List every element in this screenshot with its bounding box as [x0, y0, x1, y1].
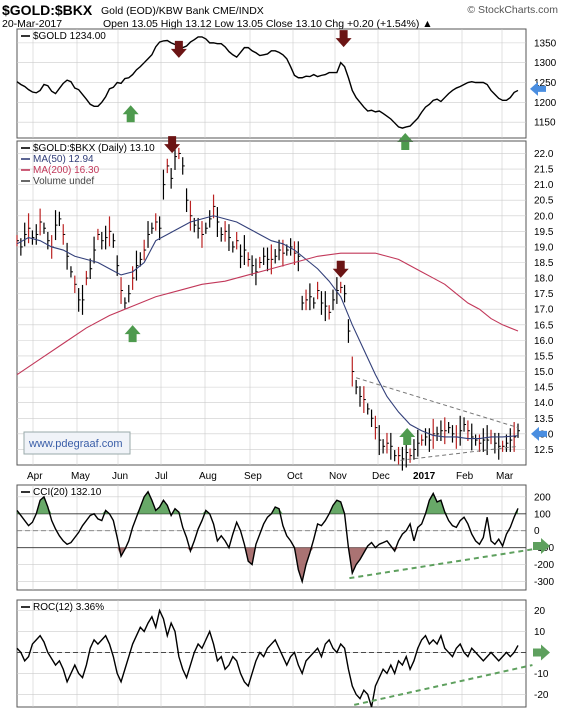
ohlc-readout: Open 13.05 High 13.12 Low 13.05 Close 13…	[103, 18, 433, 30]
x-tick-label: Feb	[456, 471, 474, 482]
x-tick-label: Nov	[329, 471, 347, 482]
y-tick-label-cci: 0	[534, 526, 540, 537]
y-tick-label-ratio: 15.0	[534, 367, 554, 378]
y-tick-label-ratio: 22.0	[534, 149, 554, 160]
watermark-box-text: www.pdegraaf.com	[28, 438, 123, 450]
series-line-cci20	[16, 490, 519, 585]
y-tick-label-gold: 1300	[534, 58, 557, 69]
y-tick-label-ratio: 20.0	[534, 211, 554, 222]
legend-label-ratio: MA(200) 16.30	[33, 165, 100, 176]
legend-label-roc: ROC(12) 3.36%	[33, 602, 104, 613]
series-line-roc12	[16, 608, 519, 708]
y-tick-label-ratio: 17.0	[534, 305, 554, 316]
watermark-box	[23, 431, 131, 455]
trendline-ratio	[400, 445, 519, 461]
cci-fill-overbought	[17, 491, 518, 514]
chart-symbol: $GOLD:$BKX	[2, 2, 93, 18]
y-tick-label-cci: -200	[534, 560, 554, 571]
y-tick-label-ratio: 14.0	[534, 398, 554, 409]
y-tick-label-cci: -300	[534, 577, 554, 588]
x-tick-label: Oct	[287, 471, 303, 482]
stockcharts-watermark: © StockCharts.com	[467, 4, 558, 16]
trendline-roc	[353, 664, 533, 706]
y-tick-label-ratio: 17.5	[534, 289, 554, 300]
legend-label-cci: CCI(20) 132.10	[33, 487, 102, 498]
y-tick-label-ratio: 12.5	[534, 445, 554, 456]
series-line-ma200	[16, 252, 519, 376]
panel-frame-gold	[16, 28, 527, 139]
y-tick-label-ratio: 15.5	[534, 351, 554, 362]
arrow-right	[533, 537, 550, 554]
y-tick-label-ratio: 21.0	[534, 180, 554, 191]
panel-frame-ratio	[16, 140, 527, 466]
arrow-right	[533, 644, 550, 661]
y-tick-label-ratio: 19.5	[534, 227, 554, 238]
y-tick-label-ratio: 21.5	[534, 165, 554, 176]
x-tick-label: Sep	[244, 471, 262, 482]
chart-date: 20-Mar-2017	[2, 18, 63, 30]
y-tick-label-roc: -10	[534, 669, 549, 680]
x-tick-label: Dec	[372, 471, 390, 482]
y-tick-label-roc: -20	[534, 690, 549, 701]
y-tick-label-ratio: 18.5	[534, 258, 554, 269]
y-tick-label-roc: 10	[534, 627, 546, 638]
y-tick-label-gold: 1250	[534, 78, 557, 89]
chart-description: Gold (EOD)/KBW Bank CME/INDX	[101, 5, 264, 17]
y-tick-label-ratio: 19.0	[534, 242, 554, 253]
down-arrow	[164, 136, 181, 154]
value-marker	[531, 426, 547, 441]
x-tick-label: May	[71, 471, 90, 482]
y-tick-label-ratio: 18.0	[534, 274, 554, 285]
y-tick-label-cci: 200	[534, 492, 551, 503]
trendline-ratio	[355, 377, 519, 429]
y-tick-label-gold: 1200	[534, 98, 557, 109]
x-tick-label: Apr	[27, 471, 43, 482]
trendline-cci	[349, 548, 533, 580]
down-arrow	[170, 40, 187, 58]
value-marker	[530, 81, 546, 96]
down-arrow	[332, 260, 349, 278]
up-arrow	[122, 105, 139, 123]
x-tick-label: Jul	[155, 471, 168, 482]
up-arrow	[124, 325, 141, 343]
x-tick-label: Jun	[112, 471, 128, 482]
up-arrow	[399, 427, 416, 445]
panel-frame-cci	[16, 484, 527, 591]
legend-label-ratio: Volume undef	[33, 176, 94, 187]
x-tick-label: 2017	[413, 471, 436, 482]
panel-frame-roc	[16, 599, 527, 708]
y-tick-label-ratio: 13.5	[534, 414, 554, 425]
y-tick-label-ratio: 20.5	[534, 196, 554, 207]
y-tick-label-gold: 1350	[534, 38, 557, 49]
legend-label-gold: $GOLD 1234.00	[33, 31, 106, 42]
legend-label-ratio: MA(50) 12.94	[33, 154, 94, 165]
down-arrow	[335, 30, 352, 48]
y-tick-label-cci: 100	[534, 509, 551, 520]
legend-label-ratio: $GOLD:$BKX (Daily) 13.10	[33, 143, 155, 154]
y-tick-label-ratio: 16.5	[534, 320, 554, 331]
series-line-gold	[16, 36, 519, 129]
y-tick-label-ratio: 16.0	[534, 336, 554, 347]
series-line-ma50	[16, 215, 519, 440]
y-tick-label-gold: 1150	[534, 118, 556, 129]
y-tick-label-roc: 20	[534, 606, 546, 617]
x-tick-label: Mar	[496, 471, 514, 482]
x-tick-label: Aug	[199, 471, 217, 482]
y-tick-label-ratio: 14.5	[534, 383, 554, 394]
